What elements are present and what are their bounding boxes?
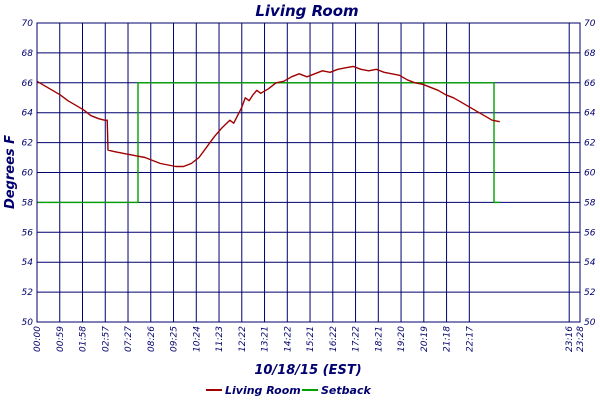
x-tick-label: 00:00 (33, 326, 43, 352)
y-tick-label-left: 66 (22, 79, 34, 89)
y-tick-label-right: 70 (584, 19, 596, 29)
x-tick-label: 13:21 (261, 326, 271, 352)
x-tick-label: 14:22 (283, 326, 293, 352)
y-tick-label-right: 58 (584, 198, 596, 208)
y-tick-label-left: 62 (22, 139, 34, 149)
x-tick-label: 23:16 (565, 326, 575, 352)
y-tick-label-right: 52 (584, 288, 596, 298)
x-tick-label: 01:58 (79, 326, 89, 352)
y-tick-label-right: 62 (584, 139, 596, 149)
y-tick-label-right: 60 (584, 169, 596, 179)
plot-frame (36, 22, 581, 323)
y-axis-left-ticks: 50 52 54 56 58 60 62 64 66 68 70 (22, 19, 34, 328)
y-tick-label-left: 52 (22, 288, 34, 298)
x-tick-label: 12:22 (238, 326, 248, 352)
x-tick-label: 11:23 (215, 326, 225, 352)
x-tick-label: 15:21 (306, 326, 316, 352)
y-tick-label-right: 68 (584, 49, 596, 59)
y-tick-label-left: 58 (22, 198, 34, 208)
y-tick-label-right: 64 (584, 109, 596, 119)
x-tick-label: 00:59 (56, 326, 66, 352)
x-tick-label: 17:22 (352, 326, 362, 352)
y-tick-label-left: 50 (22, 318, 34, 328)
series-line-setback (37, 82, 500, 204)
y-tick-label-right: 54 (584, 258, 596, 268)
x-tick-label: 21:18 (443, 326, 453, 352)
x-axis-ticks: 00:00 00:59 01:58 02:57 07:27 08:26 09:25 10:24… (33, 326, 586, 352)
y-tick-label-right: 56 (584, 228, 596, 238)
chart-title: Living Room (255, 2, 358, 20)
x-tick-label: 02:57 (101, 326, 111, 352)
x-tick-label: 08:26 (147, 326, 157, 352)
y-tick-label-left: 54 (22, 258, 34, 268)
x-tick-label: 18:21 (374, 326, 384, 352)
y-axis-right-ticks: 50 52 54 56 58 60 62 64 66 68 70 (584, 19, 596, 328)
legend: Living Room Setback (206, 384, 371, 397)
x-tick-label: 19:20 (397, 326, 407, 352)
x-tick-label: 20:19 (420, 326, 430, 352)
series-line-living-room (36, 65, 500, 168)
y-tick-label-left: 64 (22, 109, 34, 119)
x-tick-label: 22:17 (465, 326, 475, 352)
x-tick-label: 23:28 (576, 326, 586, 352)
legend-label-setback: Setback (321, 384, 371, 397)
y-tick-label-right: 66 (584, 79, 596, 89)
grid-lines (36, 22, 581, 323)
y-axis-label: Degrees F (3, 135, 18, 209)
y-tick-label-left: 68 (22, 49, 34, 59)
x-tick-label: 16:22 (329, 326, 339, 352)
y-tick-label-left: 70 (22, 19, 34, 29)
x-tick-label: 10:24 (192, 326, 202, 352)
legend-label-living-room: Living Room (225, 384, 301, 397)
x-axis-label: 10/18/15 (EST) (254, 363, 361, 378)
y-tick-label-left: 56 (22, 228, 34, 238)
y-tick-label-right: 50 (584, 318, 596, 328)
y-tick-label-left: 60 (22, 169, 34, 179)
x-tick-label: 09:25 (170, 326, 180, 352)
x-tick-label: 07:27 (124, 326, 134, 352)
series-lines (36, 65, 500, 204)
